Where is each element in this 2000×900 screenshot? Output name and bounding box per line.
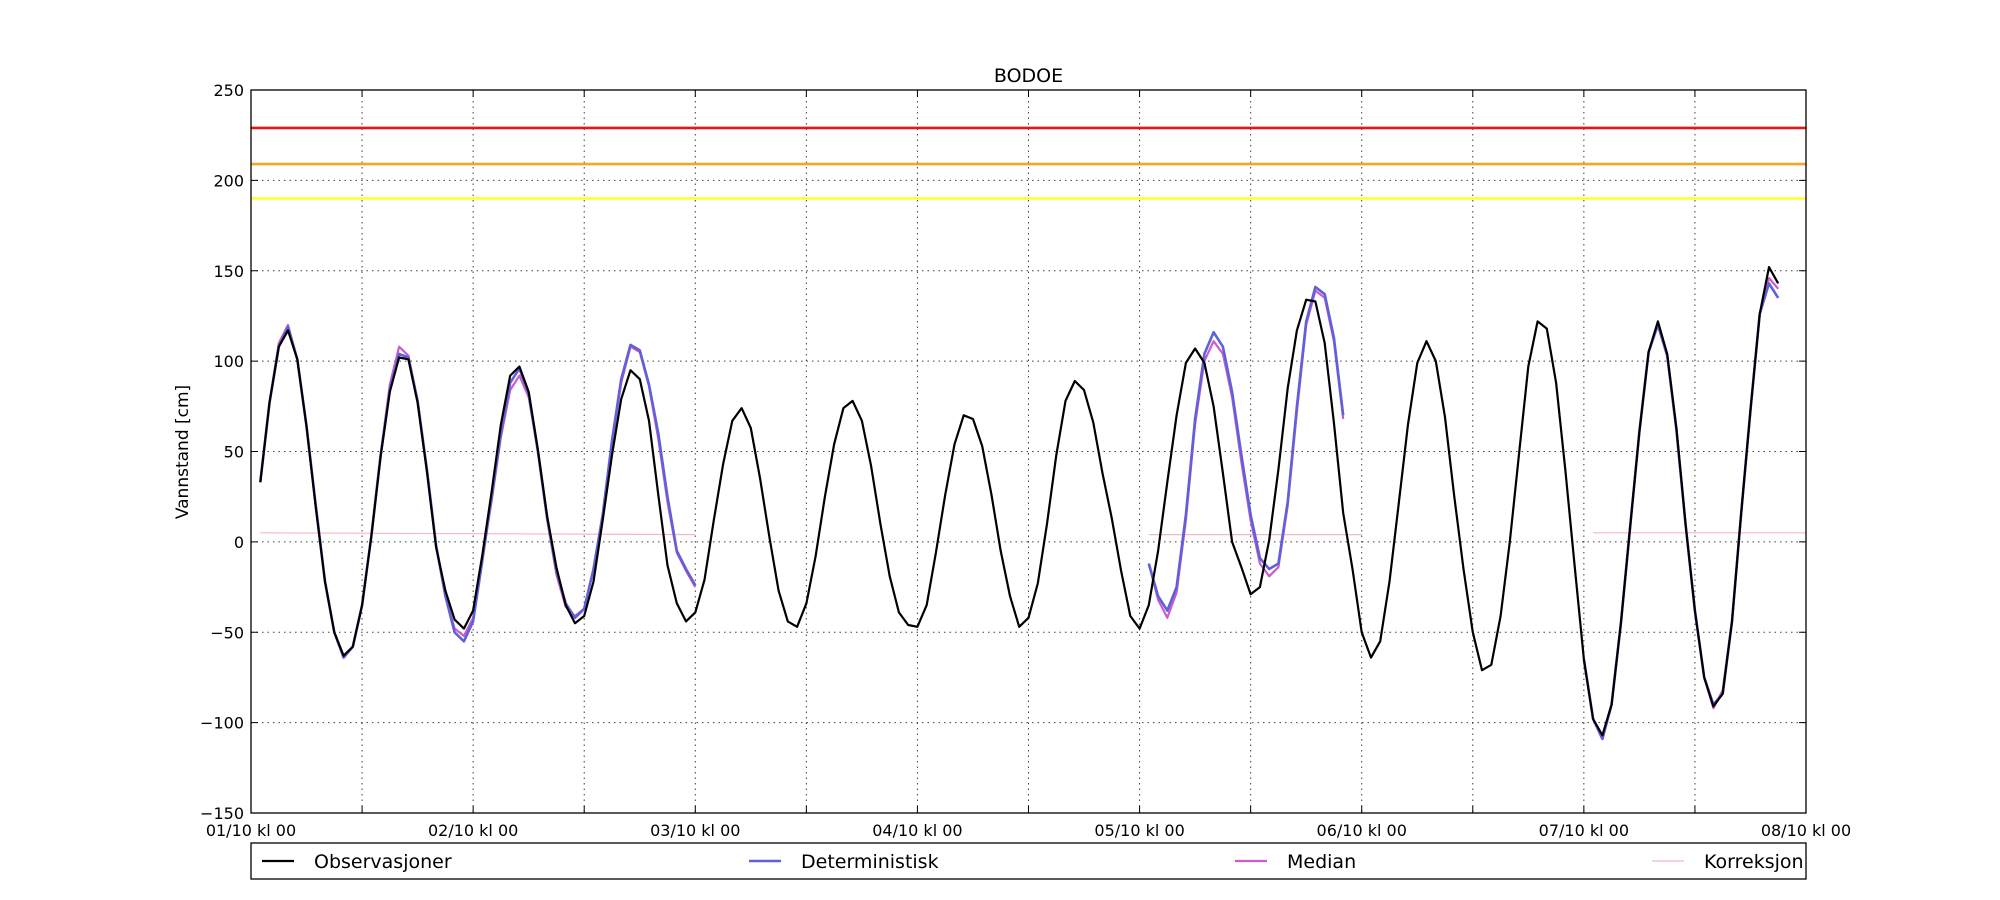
threshold-lines [251, 126, 1806, 200]
legend: Observasjoner Deterministisk Median Korreks… [250, 842, 1807, 880]
y-tick-label: −50 [210, 623, 244, 642]
y-tick-label: 200 [213, 171, 244, 190]
grid [251, 90, 1806, 813]
series-line-deterministisk [1147, 285, 1345, 612]
x-tick-label: 04/10 kl 00 [872, 821, 962, 840]
chart-title: BODOE [994, 65, 1063, 87]
y-axis-label: Vannstand [cm] [173, 385, 193, 519]
series-line-median [1582, 276, 1780, 739]
x-tick-label: 05/10 kl 00 [1094, 821, 1184, 840]
legend-label-observasjoner: Observasjoner [314, 851, 452, 873]
x-tick-label: 06/10 kl 00 [1317, 821, 1407, 840]
y-tick-label: 150 [213, 262, 244, 281]
legend-label-deterministisk: Deterministisk [801, 851, 939, 873]
y-tick-label: 0 [234, 533, 244, 552]
x-tick-label: 08/10 kl 00 [1761, 821, 1851, 840]
legend-frame [250, 842, 1807, 880]
x-tick-label: 03/10 kl 00 [650, 821, 740, 840]
y-axis-ticks: −150 −100 −50 0 50 100 150 200 250 [200, 81, 1806, 823]
series-line-deterministisk [259, 325, 697, 659]
x-axis-ticks: 01/10 kl 00 02/10 kl 00 03/10 kl 00 04/10 k… [206, 90, 1851, 840]
series-lines [259, 266, 1806, 741]
legend-label-korreksjon: Korreksjon [1704, 851, 1804, 873]
legend-label-median: Median [1287, 851, 1356, 873]
x-tick-label: 01/10 kl 00 [206, 821, 296, 840]
series-line-korreksjon [260, 532, 696, 536]
y-tick-label: −100 [200, 714, 244, 733]
y-tick-label: 250 [213, 81, 244, 100]
series-line-deterministisk [1582, 282, 1780, 741]
y-tick-label: 100 [213, 352, 244, 371]
x-tick-label: 02/10 kl 00 [428, 821, 518, 840]
y-tick-label: 50 [224, 443, 244, 462]
series-line-observasjoner [259, 266, 1780, 737]
x-tick-label: 07/10 kl 00 [1539, 821, 1629, 840]
y-tick-label: −150 [200, 804, 244, 823]
